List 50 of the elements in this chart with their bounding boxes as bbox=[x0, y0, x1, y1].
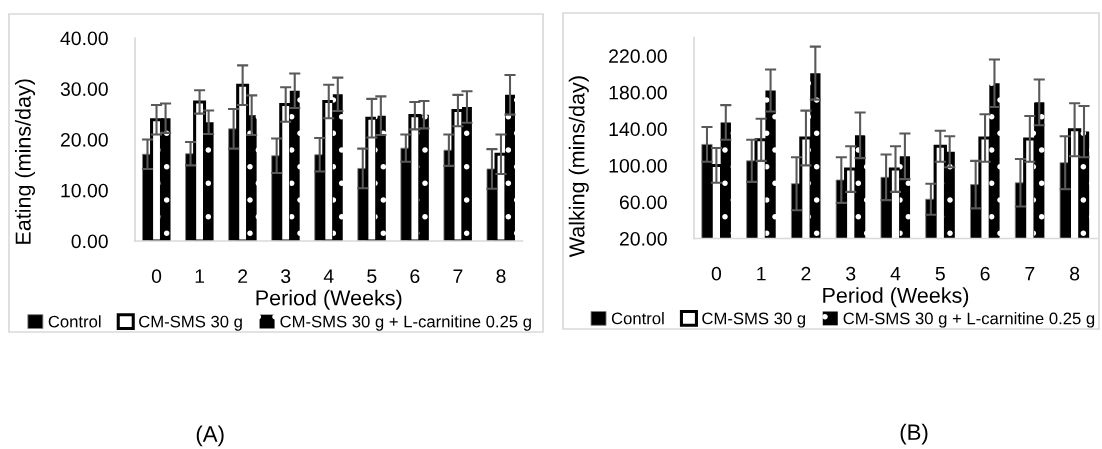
y-tick-label: 60.00 bbox=[619, 195, 667, 210]
legend-label: CM-SMS 30 g + L-carnitine 0.25 g bbox=[280, 315, 531, 331]
x-tick-label: 0 bbox=[711, 266, 722, 281]
x-tick-label: 8 bbox=[496, 269, 506, 284]
legend-label: CM-SMS 30 g bbox=[702, 312, 806, 328]
legend-label: CM-SMS 30 g bbox=[139, 315, 242, 331]
y-tick-label: 100.00 bbox=[609, 158, 667, 173]
x-tick-label: 6 bbox=[980, 266, 990, 281]
bar bbox=[332, 94, 343, 241]
y-tick-label: 20.00 bbox=[60, 132, 108, 147]
x-axis-title: Period (Weeks) bbox=[256, 289, 402, 310]
bar bbox=[462, 107, 472, 241]
text: (B) bbox=[900, 423, 928, 445]
x-tick-label: 7 bbox=[453, 269, 463, 283]
x-tick-label: 4 bbox=[323, 269, 334, 283]
x-tick-label: 0 bbox=[151, 269, 162, 284]
x-tick-label: 2 bbox=[238, 269, 248, 283]
y-tick-label: 0.00 bbox=[71, 234, 108, 249]
x-tick-label: 5 bbox=[367, 269, 377, 284]
x-tick-label: 4 bbox=[890, 266, 901, 281]
legend-label: CM-SMS 30 g + L-carnitine 0.25 g bbox=[843, 312, 1095, 328]
bar bbox=[418, 114, 429, 241]
x-tick-label: 8 bbox=[1070, 266, 1080, 281]
y-tick-label: 180.00 bbox=[609, 85, 667, 100]
bar bbox=[289, 90, 300, 241]
y-axis-title: Eating (mins/day) bbox=[14, 79, 36, 244]
y-axis-title: Walking (mins/day) bbox=[568, 76, 589, 258]
y-tick-label: 10.00 bbox=[61, 183, 108, 198]
x-tick-label: 3 bbox=[846, 266, 856, 281]
text: (A) bbox=[196, 425, 224, 447]
y-tick-label: 40.00 bbox=[60, 31, 108, 46]
x-tick-label: 5 bbox=[935, 266, 945, 281]
y-tick-label: 20.00 bbox=[619, 231, 667, 246]
legend-label: Control bbox=[48, 315, 101, 328]
x-tick-label: 2 bbox=[801, 266, 811, 281]
bar bbox=[246, 115, 257, 241]
x-tick-label: 7 bbox=[1025, 266, 1035, 281]
x-axis-title: Period (Weeks) bbox=[823, 287, 969, 308]
y-tick-label: 140.00 bbox=[609, 122, 667, 137]
bar bbox=[375, 115, 386, 241]
bar bbox=[505, 94, 515, 241]
y-tick-label: 30.00 bbox=[60, 82, 108, 96]
x-tick-label: 1 bbox=[757, 266, 766, 281]
bar bbox=[203, 122, 214, 241]
y-tick-label: 220.00 bbox=[609, 49, 667, 64]
x-tick-label: 1 bbox=[195, 269, 205, 283]
bar bbox=[160, 118, 171, 241]
x-tick-label: 3 bbox=[281, 269, 291, 284]
legend-label: Control bbox=[611, 312, 664, 325]
x-tick-label: 6 bbox=[410, 269, 420, 284]
